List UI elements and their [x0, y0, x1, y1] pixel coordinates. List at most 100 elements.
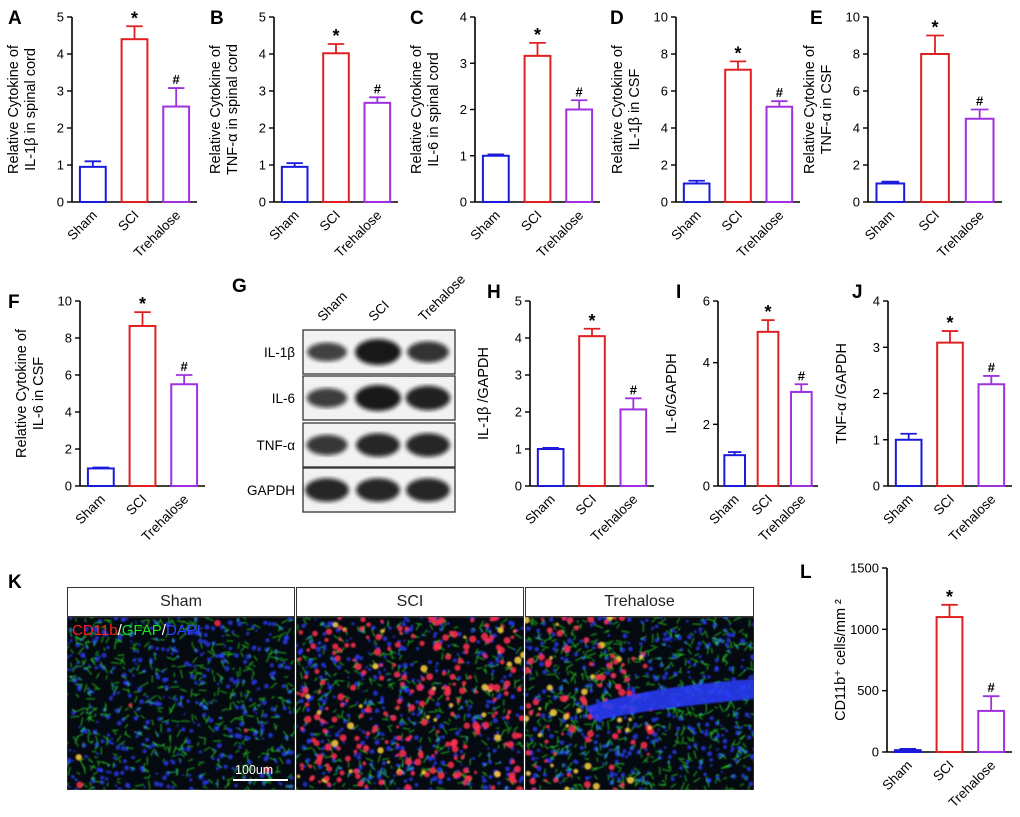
cd11b-cell [618, 617, 626, 622]
dapi-nucleus [536, 628, 541, 633]
cd11b-cell [390, 714, 397, 722]
gfap-process [554, 730, 559, 733]
dapi-nucleus [486, 737, 490, 741]
gfap-process [675, 730, 679, 736]
gfap-process [85, 642, 89, 649]
y-tick-label: 1 [57, 158, 64, 173]
gfap-process [112, 752, 118, 757]
dapi-nucleus [227, 754, 233, 760]
cd11b-cell [595, 674, 602, 681]
gfap-process [686, 736, 692, 740]
cd11b-cell [617, 729, 622, 734]
cd11b-cell [466, 775, 472, 781]
gfap-process [275, 649, 277, 656]
gfap-process [443, 721, 450, 725]
cd11b-cell [428, 688, 436, 696]
dapi-nucleus [202, 673, 207, 679]
dapi-nucleus [132, 649, 136, 653]
dapi-nucleus [100, 714, 104, 717]
gfap-process [253, 655, 258, 662]
gfap-process [140, 681, 149, 688]
cd11b-cell [494, 734, 502, 741]
cd11b-cell [378, 675, 385, 681]
gfap-process [504, 720, 510, 730]
cd11b-cell [544, 739, 549, 744]
gfap-process [82, 765, 86, 770]
gfap-process [619, 667, 623, 671]
dapi-nucleus [537, 693, 541, 697]
dapi-nucleus [382, 706, 386, 710]
gfap-process [313, 733, 318, 737]
y-tick-label: 4 [873, 294, 880, 309]
cd11b-cell [445, 741, 451, 747]
dapi-nucleus [643, 638, 647, 642]
gfap-process [698, 716, 703, 720]
y-tick-label: 1 [460, 148, 467, 163]
dapi-nucleus [386, 745, 392, 752]
gfap-process [237, 642, 240, 649]
dapi-nucleus [497, 652, 503, 659]
gfap-process [722, 632, 727, 636]
dapi-nucleus [487, 760, 493, 765]
gfap-process [144, 700, 149, 704]
dapi-nucleus [136, 650, 140, 654]
cd11b-cell [375, 633, 382, 641]
cd11b-cell [379, 663, 384, 667]
cd11b-cell [397, 625, 403, 632]
dapi-nucleus [235, 705, 239, 710]
gfap-process [517, 741, 523, 748]
gfap-process [277, 634, 282, 642]
gfap-process [536, 774, 540, 778]
dapi-nucleus [416, 679, 420, 683]
dapi-nucleus [496, 730, 500, 734]
dapi-nucleus [381, 733, 385, 737]
gfap-process [333, 772, 338, 776]
gfap-process [645, 772, 653, 776]
gfap-process [67, 645, 70, 649]
gfap-process [267, 650, 276, 656]
gfap-process [476, 667, 483, 669]
dapi-nucleus [154, 652, 158, 656]
dapi-nucleus [705, 729, 709, 733]
gfap-process [390, 748, 395, 751]
gfap-process [405, 679, 411, 684]
gfap-process [604, 640, 614, 645]
dapi-nucleus [189, 786, 194, 790]
gfap-process [168, 745, 172, 754]
cd11b-cell [362, 761, 367, 766]
cd11b-cell [419, 700, 426, 707]
gfap-process [398, 678, 403, 681]
dapi-nucleus [231, 766, 235, 770]
dapi-nucleus [402, 619, 406, 623]
gfap-process [549, 756, 555, 760]
dapi-nucleus [111, 742, 115, 745]
dapi-nucleus [247, 736, 251, 741]
gfap-process [469, 758, 472, 766]
gfap-process [148, 695, 157, 701]
gfap-process [198, 736, 206, 739]
dapi-nucleus [234, 653, 240, 658]
gfap-process [296, 753, 301, 760]
cd11b-cell [339, 734, 347, 742]
gfap-process [67, 693, 69, 696]
stain-label-part: / [118, 622, 123, 639]
dapi-nucleus [199, 701, 205, 707]
stain-label-part: CD11b [72, 622, 118, 639]
cd11b-cell [583, 781, 591, 788]
blot-band [306, 434, 348, 456]
cd11b-cell [449, 673, 456, 680]
dapi-nucleus [584, 684, 588, 688]
gfap-process [165, 687, 168, 692]
dapi-nucleus [74, 778, 78, 782]
gfap-process [505, 786, 507, 790]
dapi-nucleus [383, 655, 387, 659]
dapi-nucleus [157, 716, 162, 722]
dapi-nucleus [248, 697, 253, 702]
gfap-process [739, 734, 746, 740]
gfap-process [577, 776, 581, 780]
dapi-nucleus [607, 633, 611, 637]
gfap-process [680, 781, 685, 790]
dapi-nucleus [319, 706, 324, 711]
dapi-nucleus [116, 720, 122, 726]
